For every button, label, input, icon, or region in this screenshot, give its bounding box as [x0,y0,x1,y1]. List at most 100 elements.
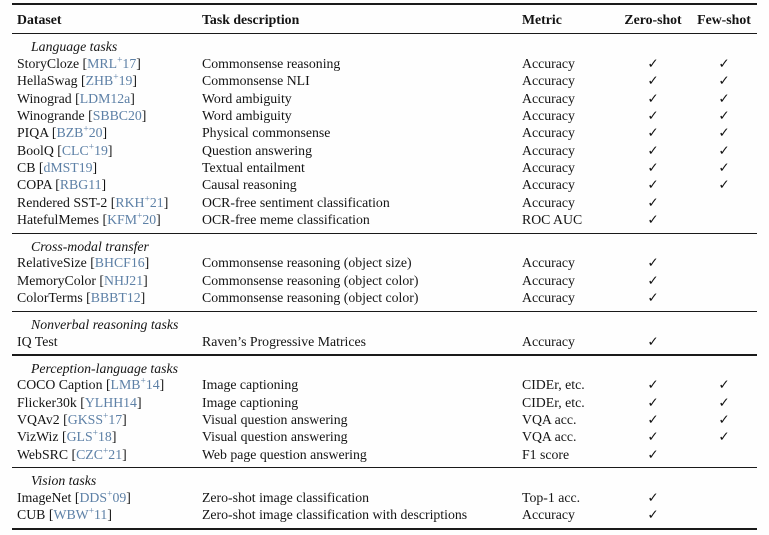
citation-link[interactable]: YLHH14 [85,395,137,410]
dataset-name: Winogrande [17,107,85,123]
citation-link[interactable]: NHJ21 [104,273,143,288]
task-description-cell: Causal reasoning [202,177,297,193]
citation-link[interactable]: CZC+21 [76,446,122,461]
citation-text: DDS [79,490,108,506]
citation-bracket-close: ] [132,73,137,89]
citation-text: CLC [61,142,89,158]
citation-link[interactable]: DDS+09 [79,490,126,505]
citation-text: SBBC20 [92,107,142,123]
citation-superscript: + [140,376,146,387]
header-rule [12,33,757,35]
citation-link[interactable]: BBBT12 [91,290,141,305]
citation-bracket-open: [ [75,90,80,106]
table-row: ImageNet [DDS+09] Zero-shot image classif… [12,489,757,506]
citation-link[interactable]: GLS+18 [67,429,112,444]
table-section: Language tasks StoryCloze [MRL+17] Commons… [12,39,757,233]
checkmark-icon: ✓ [647,211,659,227]
task-description-cell: Commonsense reasoning (object color) [202,290,419,306]
citation-bracket-close: ] [111,429,117,445]
checkmark-icon: ✓ [647,90,659,106]
zero-shot-cell: ✓ [615,506,691,523]
citation-link[interactable]: RBG11 [60,177,102,192]
dataset-cell: WebSRC [CZC+21] [12,446,202,463]
metric-cell: CIDEr, etc. [522,377,585,393]
citation-bracket-open: [ [38,159,44,175]
zero-shot-cell: ✓ [615,446,691,463]
citation-bracket-close: ] [141,107,147,123]
zero-shot-cell: ✓ [615,194,691,211]
checkmark-icon: ✓ [647,507,659,523]
metric-cell: Accuracy [522,255,575,271]
citation-bracket-close: ] [102,125,108,141]
checkmark-icon: ✓ [647,290,659,306]
citation-superscript: + [144,194,150,205]
task-description-cell: Visual question answering [202,411,348,427]
dataset-cell: RelativeSize [BHCF16] [12,254,202,271]
citation-link[interactable]: MRL+17 [87,56,136,71]
dataset-name: COCO Caption [17,377,103,393]
dataset-cell: VizWiz [GLS+18] [12,428,202,445]
citation-link[interactable]: SBBC20 [93,108,142,123]
citation-link[interactable]: BHCF16 [95,255,145,270]
table-bottom-rule [12,528,757,530]
table-row: ColorTerms [BBBT12] Commonsense reasoning… [12,289,757,306]
dataset-name: IQ Test [17,333,58,349]
citation-bracket-close: ] [126,490,131,506]
metric-cell: CIDEr, etc. [522,394,585,410]
section-rule [12,310,757,313]
citation-bracket-close: ] [144,255,150,271]
citation-link[interactable]: LDM12a [80,91,131,106]
metric-cell: Accuracy [522,194,575,210]
citation-link[interactable]: KFM+20 [107,212,156,227]
section-header-row: Language tasks [12,39,757,55]
citation-year: 20 [88,125,103,141]
citation-year: 20 [142,211,157,227]
checkmark-icon: ✓ [647,142,659,158]
zero-shot-cell: ✓ [615,254,691,271]
citation-link[interactable]: WBW+11 [53,507,107,522]
citation-bracket-close: ] [130,90,135,106]
citation-link[interactable]: CLC+19 [61,142,108,158]
citation-bracket-open: [ [88,107,93,123]
citation-bracket-open: [ [86,290,91,306]
table-top-rule [12,3,757,5]
column-header-metric: Metric [522,11,562,27]
citation-link[interactable]: dMST19 [43,160,92,175]
citation-link[interactable]: ZHB+19 [86,73,133,88]
citation-year: 14 [145,377,160,393]
citation-link[interactable]: GKSS+17 [68,412,122,427]
citation-bracket-open: [ [48,507,54,523]
column-header-task-description: Task description [202,11,300,27]
dataset-name: Winograd [17,90,72,106]
citation-text: LDM12a [79,90,131,106]
citation-bracket-open: [ [102,211,108,227]
citation-superscript: + [88,506,95,517]
section-rule [12,354,757,356]
section-label: Perception-language tasks [31,360,179,376]
metric-cell: Accuracy [522,290,575,306]
zero-shot-cell: ✓ [615,142,691,159]
checkmark-icon: ✓ [647,377,659,393]
metric-cell: Accuracy [522,272,575,288]
table-section: Perception-language tasks COCO Caption [L… [12,360,757,467]
metric-cell: ROC AUC [522,211,583,227]
citation-link[interactable]: RKH+21 [115,194,163,209]
task-description-cell: Visual question answering [202,429,348,445]
checkmark-icon: ✓ [647,194,659,210]
checkmark-icon: ✓ [718,142,730,158]
metric-cell: Accuracy [522,125,575,141]
few-shot-cell: ✓ [691,411,757,428]
metric-cell: Top-1 acc. [522,490,581,506]
table-row: MemoryColor [NHJ21] Commonsense reasoning… [12,272,757,289]
citation-superscript: + [113,72,119,83]
citation-link[interactable]: BZB+20 [57,125,103,140]
table-row: COPA [RBG11] Causal reasoning Accuracy ✓ ✓ [12,176,757,193]
citation-text: NHJ21 [104,272,144,288]
checkmark-icon: ✓ [718,159,730,175]
dataset-cell: Winograd [LDM12a] [12,90,202,107]
task-description-cell: Zero-shot image classification with desc… [202,507,468,523]
citation-bracket-close: ] [101,177,107,193]
citation-link[interactable]: LMB+14 [111,377,160,392]
table-section: Vision tasks ImageNet [DDS+09] Zero-shot i… [12,473,757,528]
table-row: StoryCloze [MRL+17] Commonsense reasoning… [12,55,757,72]
